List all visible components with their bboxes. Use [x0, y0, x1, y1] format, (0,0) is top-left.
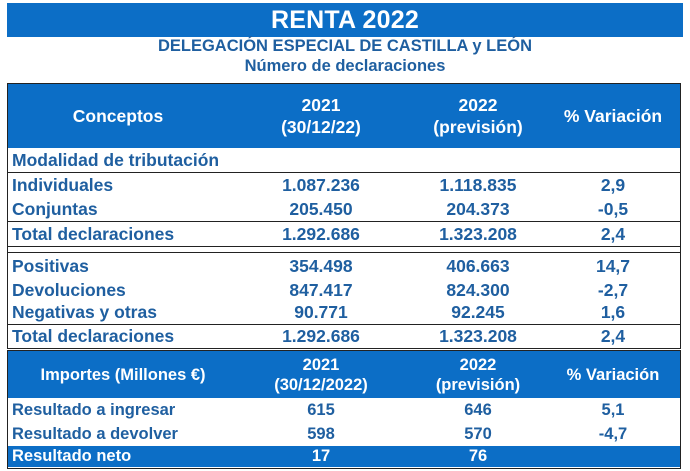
row-2021: 354.498 [289, 255, 353, 276]
header-2021-date: (30/12/2022) [274, 375, 368, 394]
row-2021: 615 [307, 400, 335, 419]
header-variation: % Variación [566, 365, 660, 384]
header-2021: 2021 (30/12/22) [256, 94, 386, 138]
declarations-table: Conceptos 2021 (30/12/22) 2022 (previsió… [7, 83, 681, 349]
row-variation: 5,1 [601, 400, 625, 419]
table-row: Positivas 354.498 406.663 14,7 [8, 254, 680, 278]
delegation-subtitle: DELEGACIÓN ESPECIAL DE CASTILLA y LEÓN [157, 37, 533, 55]
row-2021: 1.292.686 [282, 325, 360, 346]
table-row: Resultado a devolver 598 570 -4,7 [8, 422, 680, 446]
row-2022: 92.245 [451, 302, 505, 322]
divider [8, 246, 680, 247]
header-2022-forecast: (previsión) [435, 375, 521, 394]
row-concept: Positivas [12, 255, 89, 276]
table-row: Resultado a ingresar 615 646 5,1 [8, 398, 680, 422]
header-concepts: Importes (Millones €) [40, 365, 206, 384]
row-2022: 406.663 [446, 255, 510, 276]
divider [8, 221, 680, 222]
row-2022: 76 [468, 447, 488, 465]
header-2021: 2021 (30/12/2022) [256, 355, 386, 395]
row-variation: 2,9 [600, 174, 626, 195]
table-header: Conceptos 2021 (30/12/22) 2022 (previsió… [8, 84, 680, 148]
divider [8, 172, 680, 173]
table-header: Importes (Millones €) 2021 (30/12/2022) … [8, 351, 680, 398]
header-2022-year: 2022 [458, 95, 498, 115]
row-2021: 1.292.686 [282, 223, 360, 244]
row-concept: Total declaraciones [12, 223, 175, 244]
row-2022: 204.373 [446, 198, 510, 219]
divider [8, 324, 680, 325]
row-concept: Resultado a ingresar [12, 400, 176, 419]
row-2021: 847.417 [289, 279, 353, 300]
row-variation: -0,5 [597, 198, 629, 219]
row-2021: 1.087.236 [282, 174, 360, 195]
row-variation: 1,6 [600, 302, 626, 322]
row-2022: 1.118.835 [439, 174, 517, 195]
header-2021-year: 2021 [301, 95, 341, 115]
net-result-row: Resultado neto 17 76 [8, 446, 680, 467]
declarations-subtitle: Número de declaraciones [244, 57, 446, 75]
page-title: RENTA 2022 [7, 3, 683, 37]
row-2022: 1.323.208 [439, 325, 517, 346]
divider [8, 252, 680, 253]
header-2022: 2022 (previsión) [413, 355, 543, 395]
row-variation: -2,7 [597, 279, 629, 300]
row-concept: Individuales [12, 174, 114, 195]
section-label: Modalidad de tributación [12, 149, 220, 170]
section-label-row: Modalidad de tributación [8, 148, 680, 172]
row-2021: 90.771 [294, 302, 348, 322]
row-2022: 1.323.208 [439, 223, 517, 244]
header-concepts: Conceptos [72, 106, 164, 126]
table-row: Devoluciones 847.417 824.300 -2,7 [8, 278, 680, 302]
header-2021-date: (30/12/22) [281, 117, 361, 137]
row-variation: 2,4 [600, 223, 626, 244]
row-concept: Devoluciones [12, 279, 126, 300]
row-concept: Conjuntas [12, 198, 98, 219]
table-row: Negativas y otras 90.771 92.245 1,6 [8, 301, 680, 324]
total-row: Total declaraciones 1.292.686 1.323.208 … [8, 222, 680, 246]
amounts-table: Importes (Millones €) 2021 (30/12/2022) … [7, 350, 681, 469]
row-2021: 205.450 [289, 198, 353, 219]
header-variation: % Variación [563, 106, 663, 126]
header-2022-forecast: (previsión) [433, 117, 523, 137]
row-concept: Negativas y otras [12, 302, 157, 322]
row-concept: Resultado neto [12, 447, 132, 465]
row-2022: 570 [464, 424, 492, 443]
row-variation: 14,7 [595, 255, 631, 276]
row-variation: 2,4 [600, 325, 626, 346]
table-row: Conjuntas 205.450 204.373 -0,5 [8, 197, 680, 221]
row-concept: Resultado a devolver [12, 424, 178, 443]
header-2022-year: 2022 [459, 355, 497, 374]
row-concept: Total declaraciones [12, 325, 175, 346]
table-row: Individuales 1.087.236 1.118.835 2,9 [8, 173, 680, 197]
row-2021: 598 [307, 424, 335, 443]
row-variation: -4,7 [598, 424, 628, 443]
total-row: Total declaraciones 1.292.686 1.323.208 … [8, 325, 680, 347]
header-2022: 2022 (previsión) [413, 94, 543, 138]
row-2021: 17 [311, 447, 331, 465]
row-2022: 824.300 [446, 279, 510, 300]
header-2021-year: 2021 [302, 355, 340, 374]
row-2022: 646 [464, 400, 492, 419]
